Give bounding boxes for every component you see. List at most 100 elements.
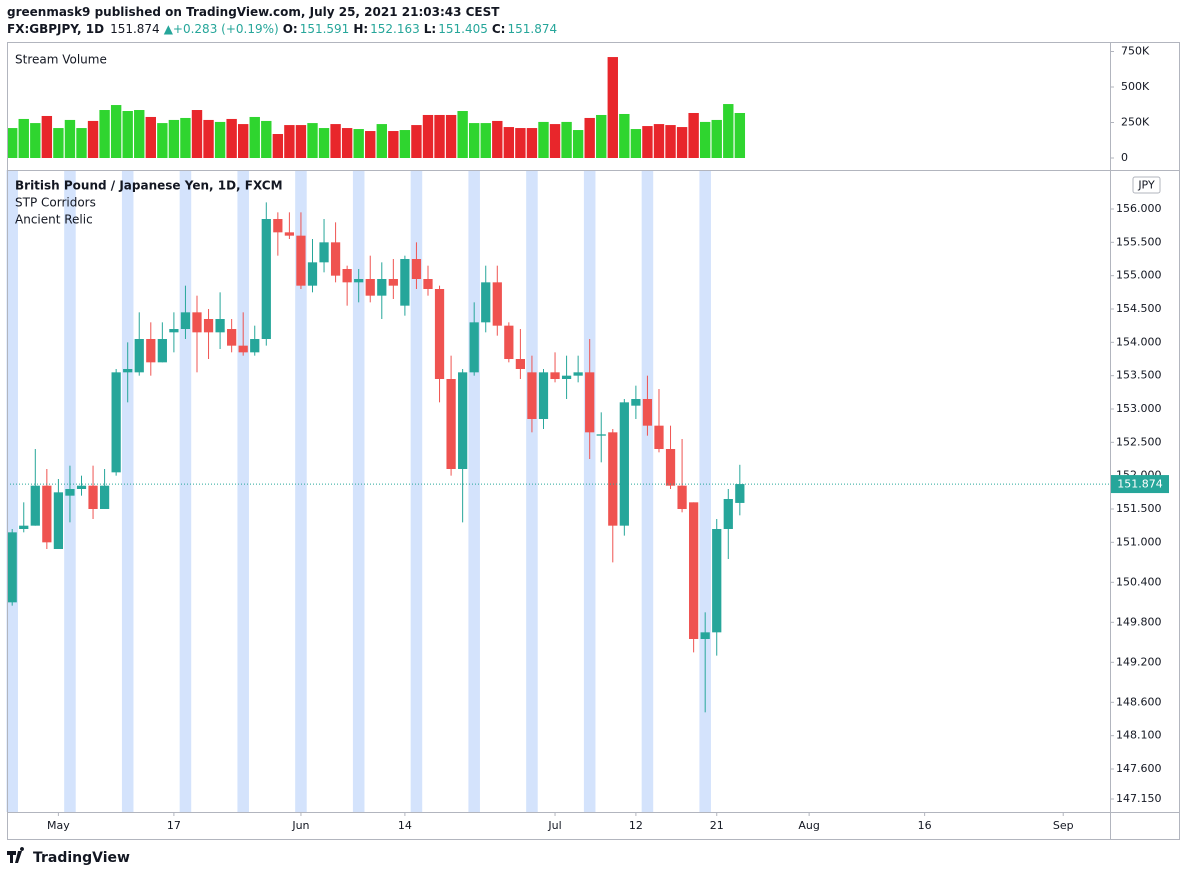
y-tick-label: 750K — [1121, 45, 1150, 58]
published: greenmask9 published on TradingView.com,… — [7, 5, 500, 19]
y-tick-label: 150.400 — [1116, 575, 1162, 588]
candle-body — [504, 325, 514, 359]
volume-bar — [630, 129, 642, 159]
volume-bar — [203, 119, 214, 159]
candle-body — [400, 259, 410, 306]
y-tick-label: 153.500 — [1116, 369, 1162, 382]
candle-body — [76, 485, 87, 489]
y-tick-label: 151.000 — [1116, 535, 1162, 548]
x-tick-label: Jun — [291, 819, 309, 832]
candle-body — [296, 235, 306, 286]
volume-bar — [399, 130, 411, 159]
volume-bar — [99, 110, 110, 159]
candle-body — [65, 489, 75, 496]
volume-bar — [64, 119, 76, 159]
indicator: STP Corridors — [15, 196, 96, 210]
candle-body — [19, 525, 29, 529]
open-value: 151.591 — [300, 22, 350, 36]
candle-body — [284, 232, 295, 236]
open-label: O: — [283, 22, 298, 36]
candle-body — [215, 319, 225, 333]
corridor-bands — [6, 170, 711, 812]
volume-bar — [307, 123, 318, 159]
candle-body — [712, 529, 722, 633]
x-tick-label: 16 — [918, 819, 932, 832]
last-price-box — [1111, 475, 1169, 494]
candle-body — [330, 242, 341, 276]
y-tick-label: 147.600 — [1116, 762, 1162, 775]
candle-body — [619, 402, 629, 526]
currency: JPY — [1137, 179, 1155, 192]
candle-body — [273, 219, 283, 233]
candle-body — [250, 339, 260, 353]
volume-bar — [272, 134, 284, 159]
volume-bar — [457, 111, 468, 159]
volume-bar — [607, 57, 618, 159]
volume-bar — [7, 128, 18, 159]
candle-body — [192, 312, 202, 333]
x-tick-label: 14 — [398, 819, 412, 832]
candle-body — [180, 312, 191, 329]
high-label: H: — [353, 22, 368, 36]
volume-bar — [515, 128, 526, 159]
candle-body — [527, 372, 537, 419]
candle-body — [203, 319, 214, 333]
low-label: L: — [424, 22, 436, 36]
y-tick-label: 152.500 — [1116, 435, 1162, 448]
high-value: 152.163 — [370, 22, 420, 36]
volume-bar — [122, 111, 133, 159]
candle-body — [88, 485, 98, 509]
y-tick-label: 155.000 — [1116, 269, 1162, 282]
x-tick-label: Aug — [798, 819, 819, 832]
volume-bar — [434, 114, 445, 159]
volume-bar — [492, 120, 503, 159]
volume-bar — [734, 112, 746, 159]
volume-bar — [157, 123, 168, 159]
y-tick-label: 153.000 — [1116, 402, 1162, 415]
volume-bar — [711, 119, 722, 159]
y-tick-label: 151.500 — [1116, 502, 1162, 515]
y-tick-label: 250K — [1121, 116, 1150, 129]
volume-bar — [76, 128, 87, 159]
volume-bar — [445, 114, 457, 159]
y-tick-label: 148.100 — [1116, 729, 1162, 742]
candle-body — [227, 329, 237, 346]
corridor-band — [237, 170, 249, 812]
candle-body — [469, 322, 479, 373]
volume-bar — [584, 117, 595, 159]
candle-body — [123, 369, 133, 373]
candle-body — [388, 279, 398, 286]
volume-bar — [261, 120, 272, 159]
y-tick-label: 155.500 — [1116, 235, 1162, 248]
candle-body — [319, 242, 329, 263]
volume-bar — [538, 121, 549, 159]
candle-body — [608, 432, 618, 526]
volume-bar — [572, 130, 584, 159]
candle-body — [492, 282, 502, 326]
candle-body — [42, 485, 52, 543]
frame — [7, 42, 1180, 840]
volume-bar — [365, 131, 376, 159]
corridor-band — [468, 170, 480, 812]
candle-body — [700, 632, 710, 639]
volume-bar — [549, 124, 561, 159]
volume-bar — [191, 110, 203, 159]
corridor-band — [583, 170, 596, 812]
candle-body — [434, 289, 445, 379]
candle-body — [157, 339, 167, 363]
up-arrow: ▲ — [164, 22, 174, 36]
candle-body — [654, 425, 664, 449]
candle-body — [515, 359, 526, 369]
candle-body — [458, 372, 468, 469]
candle-body — [573, 372, 583, 376]
y-tick-label: 0 — [1121, 151, 1128, 164]
candle-body — [238, 345, 248, 353]
volume-bar — [665, 125, 676, 159]
logo-icon — [7, 847, 25, 863]
candle-body — [53, 492, 64, 549]
volume-bar — [411, 125, 422, 159]
volume-bar — [503, 127, 515, 159]
volume-bar — [180, 117, 191, 159]
volume-bar — [422, 114, 434, 159]
